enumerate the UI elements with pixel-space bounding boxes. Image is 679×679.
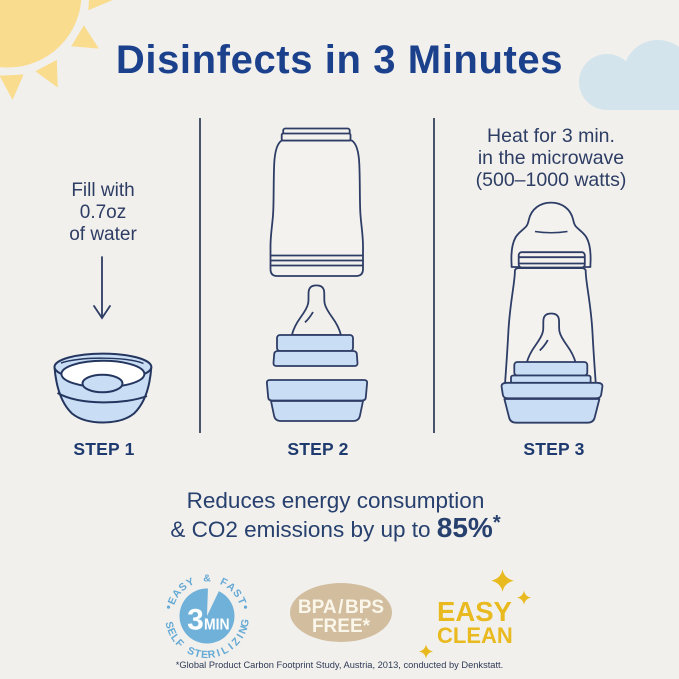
svg-text:S: S <box>162 620 175 630</box>
svg-text:L: L <box>219 644 231 658</box>
svg-text:MIN: MIN <box>204 616 230 633</box>
svg-text:N: N <box>236 624 250 635</box>
svg-text:T: T <box>235 596 249 607</box>
svg-text:3: 3 <box>187 604 204 637</box>
svg-text:T: T <box>193 647 203 660</box>
svg-text:I: I <box>226 641 236 652</box>
svg-text:E: E <box>166 595 180 606</box>
svg-text:I: I <box>215 647 221 659</box>
svg-text:Y: Y <box>184 576 196 590</box>
svg-text:E: E <box>164 626 178 637</box>
svg-text:R: R <box>207 648 216 661</box>
svg-text:I: I <box>234 632 246 641</box>
svg-text:&: & <box>203 573 211 585</box>
svg-text:F: F <box>218 576 230 590</box>
svg-text:E: E <box>201 649 209 661</box>
svg-text:S: S <box>185 645 196 659</box>
svg-text:G: G <box>239 618 252 628</box>
